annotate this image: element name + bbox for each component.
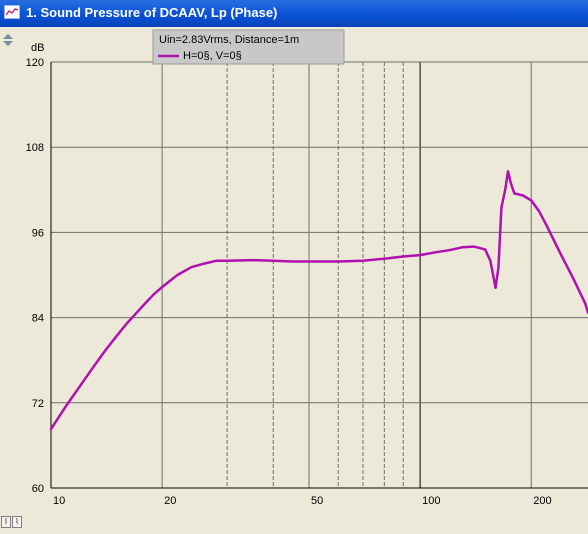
y-tick-label: 120 xyxy=(26,57,44,69)
marker-icon[interactable]: ⌇ xyxy=(12,516,22,528)
window-title-bar[interactable]: 1. Sound Pressure of DCAAV, Lp (Phase) xyxy=(0,0,588,27)
y-tick-label: 96 xyxy=(32,227,44,239)
bottom-toolbar xyxy=(0,516,588,534)
series-line xyxy=(49,170,588,431)
cursor-icon[interactable]: I xyxy=(1,516,11,528)
legend-conditions: Uin=2.83Vrms, Distance=1m xyxy=(159,34,299,46)
x-tick-label: 50 xyxy=(311,495,323,507)
legend-series-label: H=0§, V=0§ xyxy=(183,50,242,62)
y-tick-labels: 60 72 84 96 108 120 xyxy=(26,57,44,495)
legend-box: Uin=2.83Vrms, Distance=1m H=0§, V=0§ xyxy=(152,29,345,65)
plot-area[interactable]: 60 72 84 96 108 120 10 20 50 100 200 dB Uin=2.83V… xyxy=(0,27,588,516)
graph-icon xyxy=(4,5,20,19)
legend-background xyxy=(152,29,345,65)
frequency-response-chart[interactable]: 60 72 84 96 108 120 10 20 50 100 200 dB Uin=2.83V… xyxy=(0,27,588,516)
x-tick-label: 20 xyxy=(164,495,176,507)
window-title: 1. Sound Pressure of DCAAV, Lp (Phase) xyxy=(26,5,278,20)
x-tick-label: 100 xyxy=(422,495,440,507)
x-tick-label: 10 xyxy=(53,495,65,507)
y-axis-label: dB xyxy=(31,42,44,54)
y-tick-label: 84 xyxy=(32,313,44,325)
x-tick-label: 200 xyxy=(533,495,551,507)
chart-grid xyxy=(50,61,588,489)
y-tick-label: 72 xyxy=(32,398,44,410)
y-tick-label: 60 xyxy=(32,483,44,495)
x-tick-labels: 10 20 50 100 200 xyxy=(53,495,552,507)
series-layer xyxy=(49,170,588,431)
zoom-icon[interactable] xyxy=(2,33,14,46)
y-tick-label: 108 xyxy=(26,142,44,154)
